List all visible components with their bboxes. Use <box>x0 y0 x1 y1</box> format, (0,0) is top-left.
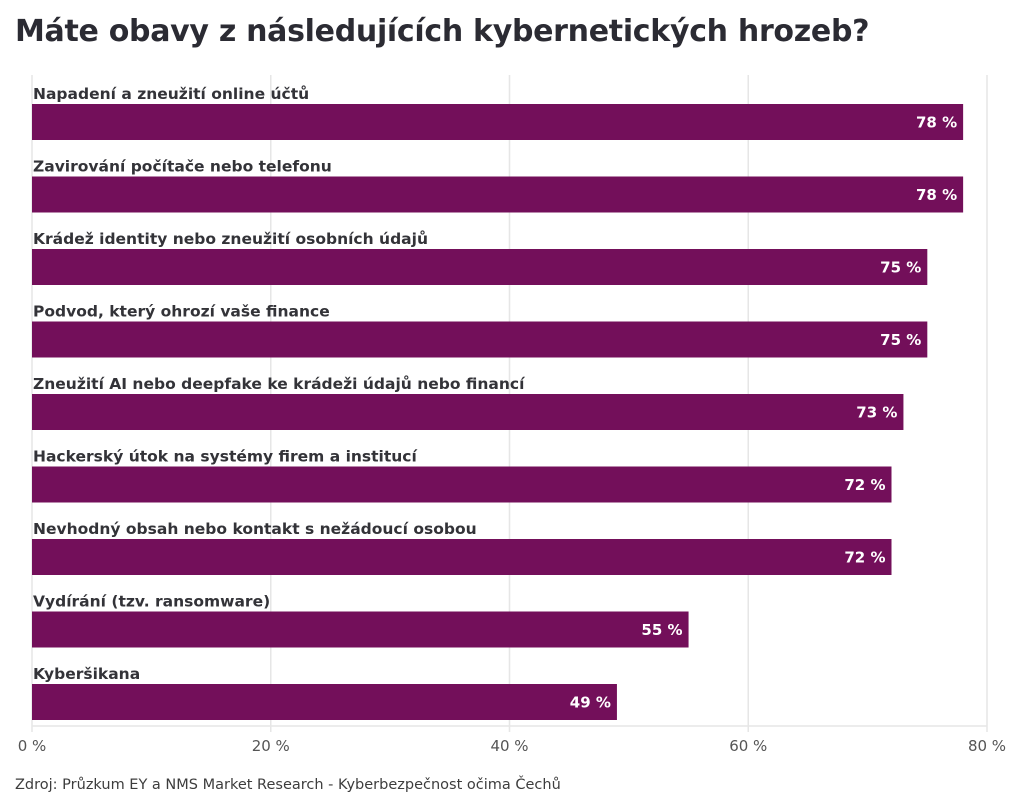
value-label: 55 % <box>641 621 682 639</box>
value-label: 75 % <box>880 331 921 349</box>
source-note: Zdroj: Průzkum EY a NMS Market Research … <box>15 777 561 793</box>
x-tick-label: 20 % <box>252 737 290 755</box>
value-label: 72 % <box>844 476 885 494</box>
bar <box>32 321 928 358</box>
bar <box>32 249 928 285</box>
x-tick-label: 80 % <box>968 737 1006 755</box>
x-tick-label: 60 % <box>729 737 767 755</box>
bars: 78 % 78 % 75 % 75 % 73 % 72 % 72 % 55 % 49 % <box>32 104 964 720</box>
value-label: 49 % <box>570 694 611 712</box>
category-label: Zavirování počítače nebo telefonu <box>33 158 332 176</box>
value-label: 72 % <box>844 549 885 567</box>
category-label: Nevhodný obsah nebo kontakt s nežádoucí … <box>33 520 477 538</box>
bar <box>32 394 904 430</box>
chart-title: Máte obavy z následujících kybernetickýc… <box>15 14 870 49</box>
bar <box>32 684 617 720</box>
x-tick-label: 40 % <box>490 737 528 755</box>
category-label: Krádež identity nebo zneužití osobních ú… <box>33 229 428 248</box>
bar <box>32 611 689 648</box>
category-label: Napadení a zneužití online účtů <box>33 84 309 103</box>
bar <box>32 176 964 213</box>
category-label: Hackerský útok na systémy firem a instit… <box>33 448 417 466</box>
x-axis: 0 % 20 % 40 % 60 % 80 % <box>18 725 1006 755</box>
category-label: Podvod, který ohrozí vaše finance <box>33 303 330 321</box>
category-labels: Napadení a zneužití online účtů Zavirován… <box>33 84 525 683</box>
value-label: 75 % <box>880 259 921 277</box>
value-label: 73 % <box>856 404 897 422</box>
bar <box>32 104 964 140</box>
x-tick-label: 0 % <box>18 737 47 755</box>
category-label: Kyberšikana <box>33 665 140 683</box>
category-label: Zneužití AI nebo deepfake ke krádeži úda… <box>33 374 525 393</box>
value-label: 78 % <box>916 186 957 204</box>
category-label: Vydírání (tzv. ransomware) <box>33 593 270 611</box>
bar <box>32 539 892 575</box>
bar <box>32 466 892 503</box>
value-label: 78 % <box>916 114 957 132</box>
